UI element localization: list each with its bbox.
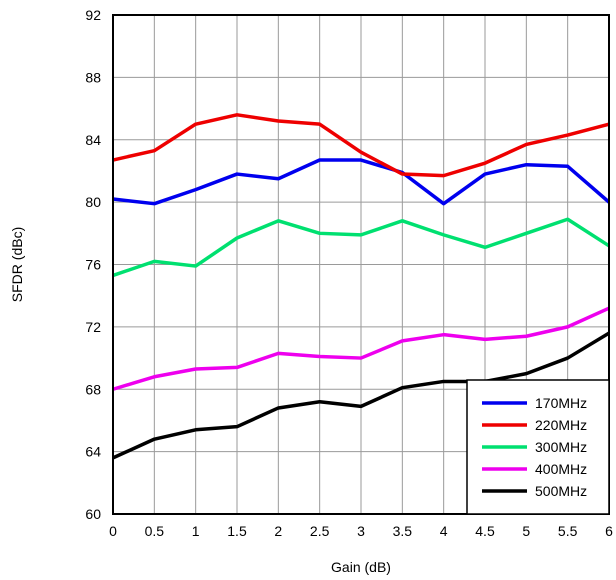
- legend: 170MHz 220MHz 300MHz 400MHz 500MHz: [466, 379, 610, 515]
- y-tick-label: 72: [85, 319, 101, 335]
- series-line-220MHz: [112, 113, 610, 178]
- x-tick-label: 4.5: [475, 523, 495, 539]
- x-axis-label: Gain (dB): [331, 559, 391, 575]
- series-line-400MHz: [112, 306, 610, 391]
- x-tick-label: 3: [357, 523, 365, 539]
- y-tick-label: 92: [85, 7, 101, 23]
- y-tick-label: 76: [85, 257, 101, 273]
- y-tick-label: 60: [85, 506, 101, 522]
- series-lines: [112, 113, 611, 460]
- x-tick-label: 5: [522, 523, 530, 539]
- y-tick-label: 64: [85, 444, 101, 460]
- x-tick-label: 0.5: [145, 523, 165, 539]
- y-axis-label: SFDR (dBc): [9, 227, 25, 302]
- legend-label: 500MHz: [535, 483, 587, 499]
- x-tick-labels: 0 0.5 1 1.5 2 2.5 3 3.5 4 4.5 5 5.5 6: [109, 523, 613, 539]
- x-tick-label: 1: [192, 523, 200, 539]
- legend-label: 170MHz: [535, 395, 587, 411]
- x-tick-label: 5.5: [558, 523, 578, 539]
- x-tick-label: 0: [109, 523, 117, 539]
- y-tick-label: 88: [85, 69, 101, 85]
- x-tick-label: 2.5: [310, 523, 330, 539]
- legend-label: 220MHz: [535, 417, 587, 433]
- y-tick-label: 68: [85, 381, 101, 397]
- x-tick-label: 1.5: [227, 523, 247, 539]
- plot-frame: [112, 14, 610, 515]
- x-tick-label: 4: [440, 523, 448, 539]
- x-tick-label: 2: [274, 523, 282, 539]
- legend-label: 300MHz: [535, 439, 587, 455]
- y-tick-label: 80: [85, 194, 101, 210]
- series-line-170MHz: [112, 158, 611, 206]
- y-tick-label: 84: [85, 132, 101, 148]
- x-tick-label: 6: [605, 523, 613, 539]
- x-tick-label: 3.5: [393, 523, 413, 539]
- legend-label: 400MHz: [535, 461, 587, 477]
- series-line-500MHz: [112, 331, 610, 460]
- series-line-300MHz: [112, 217, 610, 278]
- y-tick-labels: 60 64 68 72 76 80 84 88 92: [85, 7, 101, 522]
